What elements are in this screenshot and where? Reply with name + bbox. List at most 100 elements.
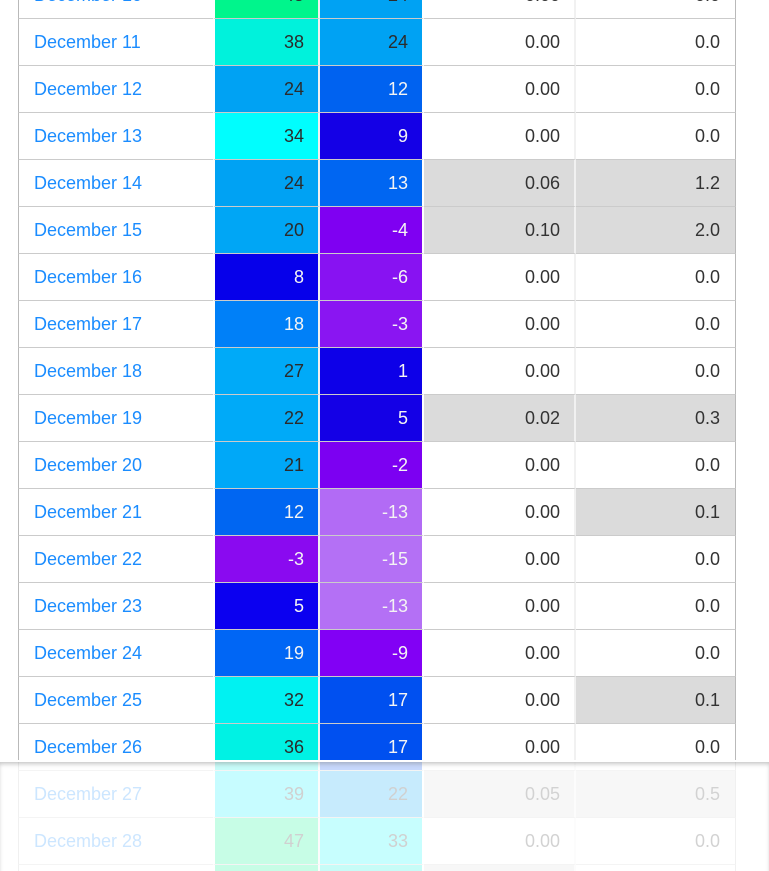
snow-cell: 0.1 <box>576 489 736 536</box>
snow-cell: 0.3 <box>576 395 736 442</box>
high-temp-cell: 8 <box>213 254 320 301</box>
precip-cell: 0.00 <box>424 442 576 489</box>
date-cell: December 11 <box>18 19 213 66</box>
date-link[interactable]: December 15 <box>34 219 143 240</box>
date-link[interactable]: December 13 <box>34 125 143 146</box>
table-row: December 14 24 13 0.06 1.2 <box>18 160 736 207</box>
snow-cell: 0.0 <box>576 348 736 395</box>
low-temp-cell: 17 <box>320 677 424 724</box>
low-temp-cell: 24 <box>320 19 424 66</box>
date-link[interactable]: December 21 <box>34 501 143 522</box>
precip-cell: 0.00 <box>424 19 576 66</box>
date-link[interactable]: December 11 <box>34 31 141 52</box>
snow-cell: 0.0 <box>576 0 736 19</box>
precip-cell: 0.00 <box>424 301 576 348</box>
date-cell: December 24 <box>18 630 213 677</box>
low-temp-cell: -13 <box>320 489 424 536</box>
date-cell: December 20 <box>18 442 213 489</box>
precip-cell: 0.10 <box>424 207 576 254</box>
high-temp-cell: 18 <box>213 301 320 348</box>
date-cell: December 23 <box>18 583 213 630</box>
high-temp-cell: 22 <box>213 395 320 442</box>
date-link[interactable]: December 12 <box>34 78 143 99</box>
date-link[interactable]: December 22 <box>34 548 143 569</box>
low-temp-cell: 12 <box>320 66 424 113</box>
date-cell: December 21 <box>18 489 213 536</box>
table-row: December 20 21 -2 0.00 0.0 <box>18 442 736 489</box>
snow-cell: 1.2 <box>576 160 736 207</box>
low-temp-cell: 24 <box>320 0 424 19</box>
snow-cell: 0.0 <box>576 630 736 677</box>
date-link[interactable]: December 23 <box>34 595 143 616</box>
high-temp-cell: 24 <box>213 66 320 113</box>
date-link[interactable]: December 14 <box>34 172 143 193</box>
date-link[interactable]: December 20 <box>34 454 143 475</box>
snow-cell: 0.0 <box>576 66 736 113</box>
high-temp-cell: 45 <box>213 0 320 19</box>
precip-cell: 0.00 <box>424 0 576 19</box>
snow-cell: 0.1 <box>576 677 736 724</box>
table-row: December 16 8 -6 0.00 0.0 <box>18 254 736 301</box>
date-link[interactable]: December 10 <box>34 0 142 5</box>
table-row: December 12 24 12 0.00 0.0 <box>18 66 736 113</box>
snow-cell: 0.0 <box>576 254 736 301</box>
date-cell: December 22 <box>18 536 213 583</box>
low-temp-cell: -2 <box>320 442 424 489</box>
high-temp-cell: 34 <box>213 113 320 160</box>
high-temp-cell: 38 <box>213 19 320 66</box>
low-temp-cell: -15 <box>320 536 424 583</box>
snow-cell: 0.0 <box>576 536 736 583</box>
date-link[interactable]: December 25 <box>34 689 143 710</box>
table-row: December 11 38 24 0.00 0.0 <box>18 19 736 66</box>
low-temp-cell: 13 <box>320 160 424 207</box>
high-temp-cell: 12 <box>213 489 320 536</box>
low-temp-cell: -6 <box>320 254 424 301</box>
snow-cell: 0.0 <box>576 442 736 489</box>
table-row: December 15 20 -4 0.10 2.0 <box>18 207 736 254</box>
snow-cell: 2.0 <box>576 207 736 254</box>
date-link[interactable]: December 24 <box>34 642 143 663</box>
low-temp-cell: -4 <box>320 207 424 254</box>
high-temp-cell: -3 <box>213 536 320 583</box>
precip-cell: 0.00 <box>424 536 576 583</box>
low-temp-cell: 1 <box>320 348 424 395</box>
snow-cell: 0.0 <box>576 583 736 630</box>
precip-cell: 0.06 <box>424 160 576 207</box>
date-link[interactable]: December 19 <box>34 407 143 428</box>
snow-cell: 0.0 <box>576 113 736 160</box>
high-temp-cell: 21 <box>213 442 320 489</box>
precip-cell: 0.00 <box>424 113 576 160</box>
high-temp-cell: 32 <box>213 677 320 724</box>
precip-cell: 0.00 <box>424 583 576 630</box>
date-link[interactable]: December 26 <box>34 736 143 757</box>
precip-cell: 0.02 <box>424 395 576 442</box>
date-cell: December 16 <box>18 254 213 301</box>
date-link[interactable]: December 17 <box>34 313 143 334</box>
high-temp-cell: 19 <box>213 630 320 677</box>
low-temp-cell: -3 <box>320 301 424 348</box>
table-row: December 21 12 -13 0.00 0.1 <box>18 489 736 536</box>
table-row: December 25 32 17 0.00 0.1 <box>18 677 736 724</box>
high-temp-cell: 24 <box>213 160 320 207</box>
date-cell: December 12 <box>18 66 213 113</box>
low-temp-cell: -9 <box>320 630 424 677</box>
precip-cell: 0.00 <box>424 489 576 536</box>
date-link[interactable]: December 16 <box>34 266 143 287</box>
daily-observations-table: December 10 45 24 0.00 0.0 December 11 3… <box>18 0 736 871</box>
table-row: December 24 19 -9 0.00 0.0 <box>18 630 736 677</box>
bottom-fade-overlay <box>0 760 769 871</box>
table-row: December 18 27 1 0.00 0.0 <box>18 348 736 395</box>
precip-cell: 0.00 <box>424 254 576 301</box>
precip-cell: 0.00 <box>424 348 576 395</box>
date-cell: December 19 <box>18 395 213 442</box>
low-temp-cell: 9 <box>320 113 424 160</box>
observations-tbody: December 10 45 24 0.00 0.0 December 11 3… <box>18 0 736 871</box>
low-temp-cell: 5 <box>320 395 424 442</box>
date-cell: December 15 <box>18 207 213 254</box>
date-cell: December 10 <box>18 0 213 19</box>
precip-cell: 0.00 <box>424 630 576 677</box>
table-row: December 22 -3 -15 0.00 0.0 <box>18 536 736 583</box>
snow-cell: 0.0 <box>576 19 736 66</box>
date-link[interactable]: December 18 <box>34 360 143 381</box>
date-cell: December 25 <box>18 677 213 724</box>
